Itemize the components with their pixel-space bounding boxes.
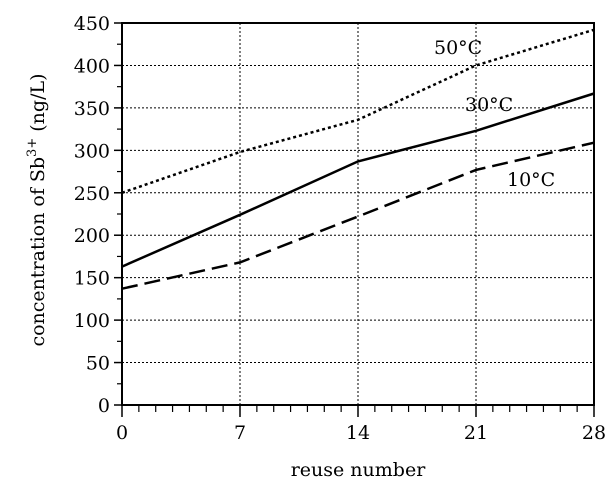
series-labels: 50°C 30°C 10°C xyxy=(434,37,555,191)
grid-lines xyxy=(122,23,594,405)
tick-labels: 0 50 100 150 200 250 300 350 400 450 0 7 14 21 28 xyxy=(74,13,606,444)
series-label-50c: 50°C xyxy=(434,37,482,59)
x-tick-label-0: 0 xyxy=(116,422,128,444)
x-axis-title: reuse number xyxy=(291,459,426,481)
series-lines xyxy=(121,28,595,290)
x-tick-label-7: 7 xyxy=(234,422,246,444)
y-tick-label-200: 200 xyxy=(74,225,110,247)
y-axis-title-prefix: concentration of Sb xyxy=(27,157,49,347)
y-tick-label-450: 450 xyxy=(74,13,110,35)
series-line-50c xyxy=(121,28,595,194)
y-tick-label-300: 300 xyxy=(74,140,110,162)
y-tick-label-350: 350 xyxy=(74,98,110,120)
x-tick-label-14: 14 xyxy=(346,422,370,444)
y-tick-label-250: 250 xyxy=(74,183,110,205)
y-tick-label-150: 150 xyxy=(74,268,110,290)
series-line-30c xyxy=(121,92,595,268)
x-tick-label-21: 21 xyxy=(464,422,488,444)
series-label-10c: 10°C xyxy=(507,169,555,191)
x-tick-label-28: 28 xyxy=(582,422,606,444)
y-axis-title-suffix: (ng/L) xyxy=(27,73,49,137)
y-tick-label-100: 100 xyxy=(74,310,110,332)
series-line-10c xyxy=(121,141,595,290)
series-label-30c: 30°C xyxy=(465,94,513,116)
tick-marks xyxy=(114,22,595,417)
y-tick-label-400: 400 xyxy=(74,55,110,77)
y-tick-label-50: 50 xyxy=(86,353,110,375)
y-axis-title-superscript: 3+ xyxy=(25,138,40,157)
y-tick-label-0: 0 xyxy=(98,395,110,417)
y-axis-title: concentration of Sb3+ (ng/L) xyxy=(25,73,49,346)
